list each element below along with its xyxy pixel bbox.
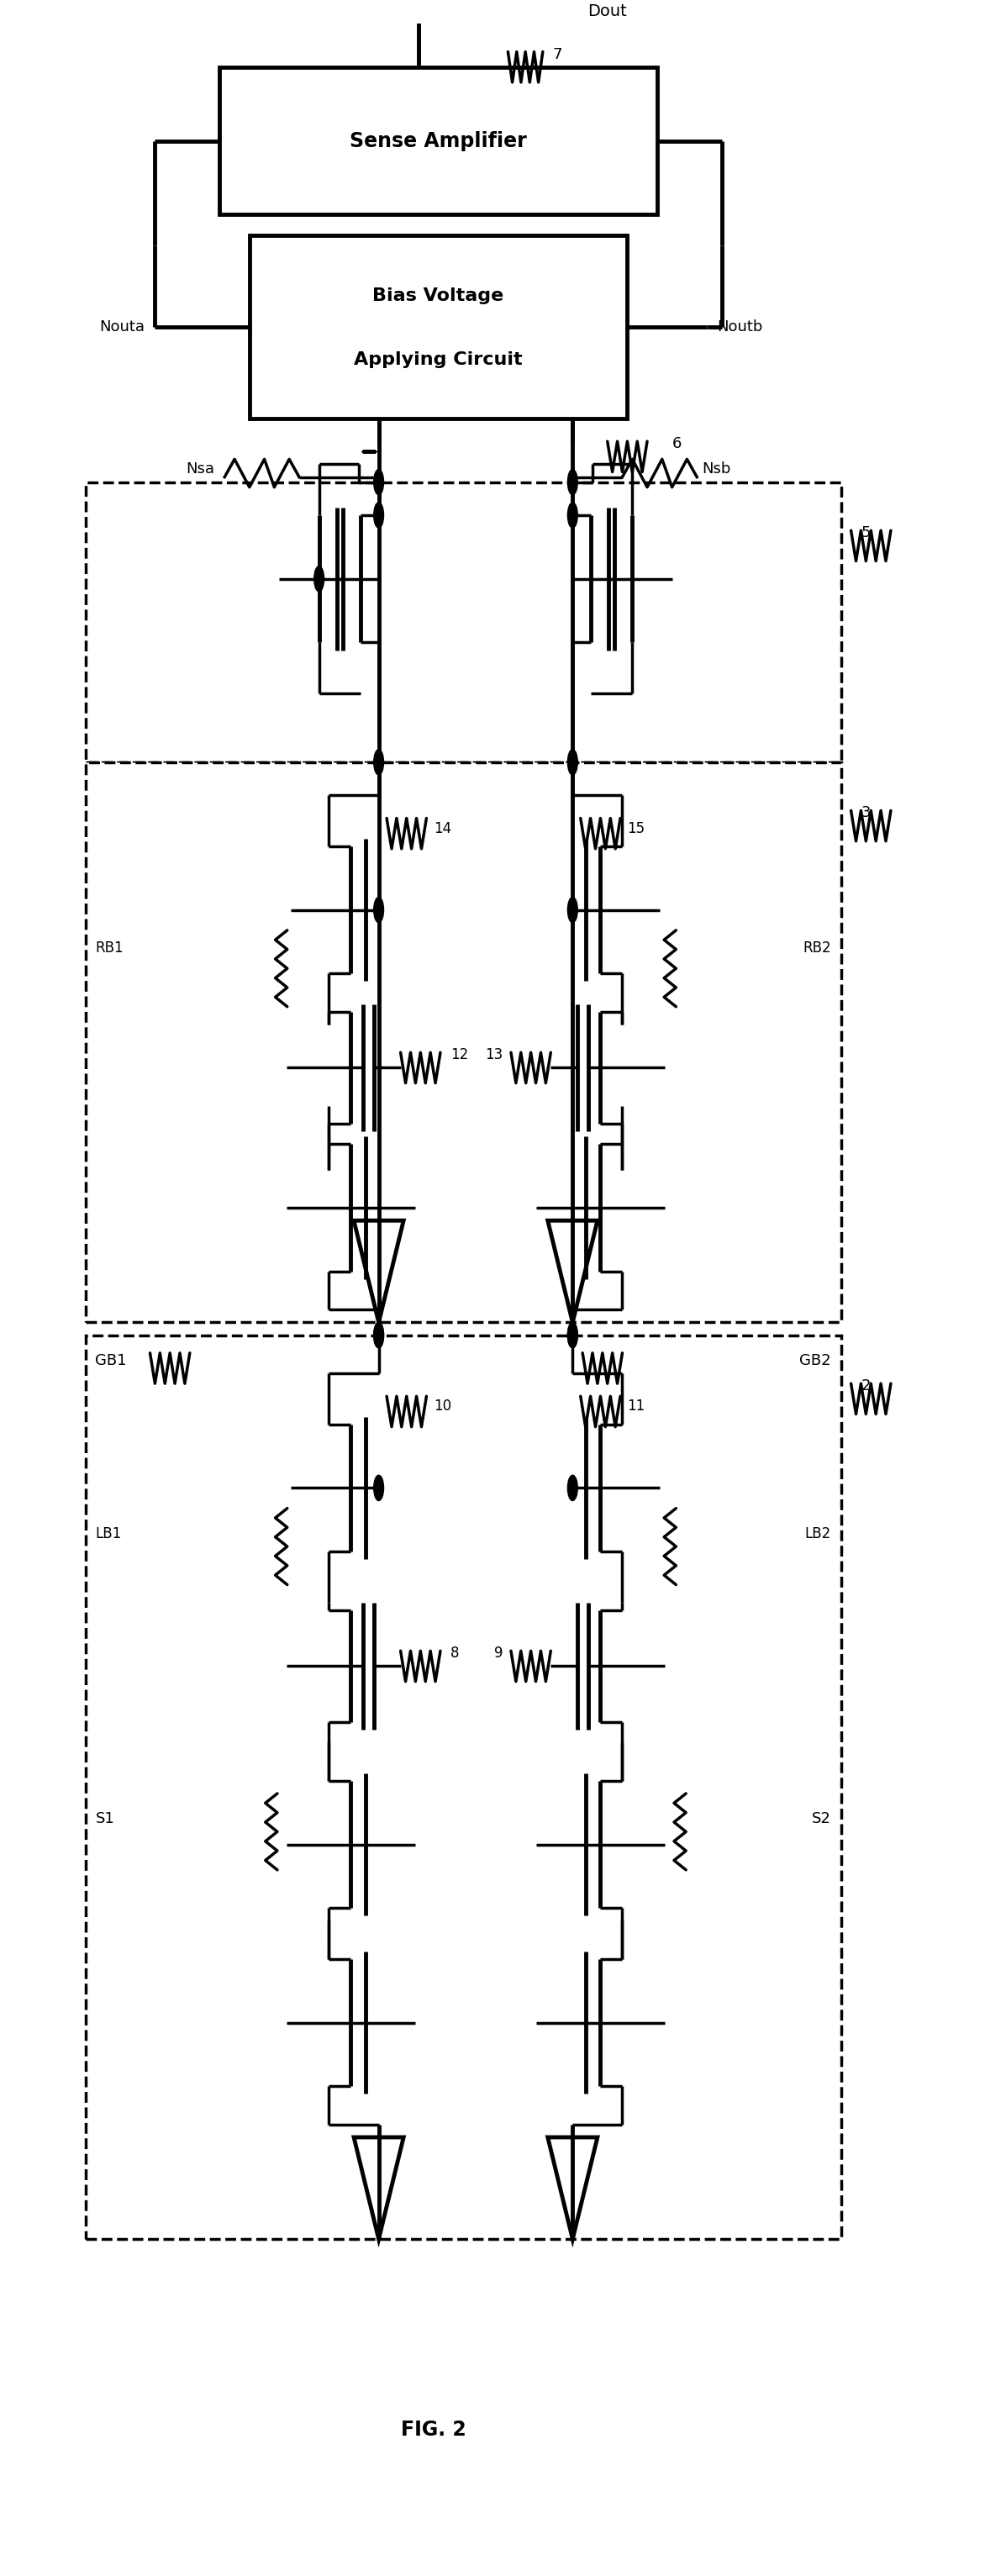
Circle shape bbox=[374, 1321, 383, 1347]
Text: 9: 9 bbox=[494, 1646, 503, 1662]
Text: GB2: GB2 bbox=[800, 1352, 831, 1368]
Text: 14: 14 bbox=[434, 822, 451, 837]
Circle shape bbox=[314, 567, 324, 592]
Circle shape bbox=[567, 896, 577, 922]
Text: LB1: LB1 bbox=[96, 1525, 122, 1540]
Bar bbox=[86, 1334, 841, 2239]
Text: 15: 15 bbox=[628, 822, 645, 837]
Text: Nouta: Nouta bbox=[100, 319, 145, 335]
Text: LB2: LB2 bbox=[805, 1525, 831, 1540]
Circle shape bbox=[567, 1321, 577, 1347]
Text: 5: 5 bbox=[861, 526, 870, 541]
Text: 8: 8 bbox=[451, 1646, 459, 1662]
Text: RB2: RB2 bbox=[803, 940, 831, 956]
Text: FIG. 2: FIG. 2 bbox=[400, 2419, 466, 2439]
Text: S2: S2 bbox=[812, 1811, 831, 1826]
Circle shape bbox=[374, 750, 383, 775]
Bar bbox=[219, 67, 657, 214]
Text: Bias Voltage: Bias Voltage bbox=[372, 289, 504, 304]
Circle shape bbox=[567, 469, 577, 495]
Bar bbox=[86, 482, 841, 762]
Circle shape bbox=[567, 502, 577, 528]
Text: Nsb: Nsb bbox=[702, 461, 730, 477]
Circle shape bbox=[567, 1321, 577, 1347]
Text: 7: 7 bbox=[552, 46, 562, 62]
Text: Sense Amplifier: Sense Amplifier bbox=[350, 131, 527, 152]
Text: Nsa: Nsa bbox=[186, 461, 214, 477]
Text: 12: 12 bbox=[451, 1048, 468, 1064]
Text: S1: S1 bbox=[96, 1811, 115, 1826]
Text: RB1: RB1 bbox=[96, 940, 124, 956]
Circle shape bbox=[374, 469, 383, 495]
Text: GB1: GB1 bbox=[96, 1352, 127, 1368]
Text: 10: 10 bbox=[434, 1399, 451, 1414]
Bar bbox=[86, 762, 841, 1321]
Text: 6: 6 bbox=[672, 435, 682, 451]
Text: 3: 3 bbox=[861, 806, 870, 822]
Circle shape bbox=[567, 1476, 577, 1502]
Text: Applying Circuit: Applying Circuit bbox=[354, 350, 523, 368]
Circle shape bbox=[374, 896, 383, 922]
Text: 11: 11 bbox=[628, 1399, 645, 1414]
Text: 13: 13 bbox=[485, 1048, 503, 1064]
Text: Noutb: Noutb bbox=[717, 319, 763, 335]
Circle shape bbox=[374, 502, 383, 528]
Text: Dout: Dout bbox=[588, 3, 627, 18]
Circle shape bbox=[374, 1321, 383, 1347]
Text: 2: 2 bbox=[861, 1378, 870, 1394]
Circle shape bbox=[567, 750, 577, 775]
Bar bbox=[249, 234, 628, 417]
Circle shape bbox=[374, 1476, 383, 1502]
